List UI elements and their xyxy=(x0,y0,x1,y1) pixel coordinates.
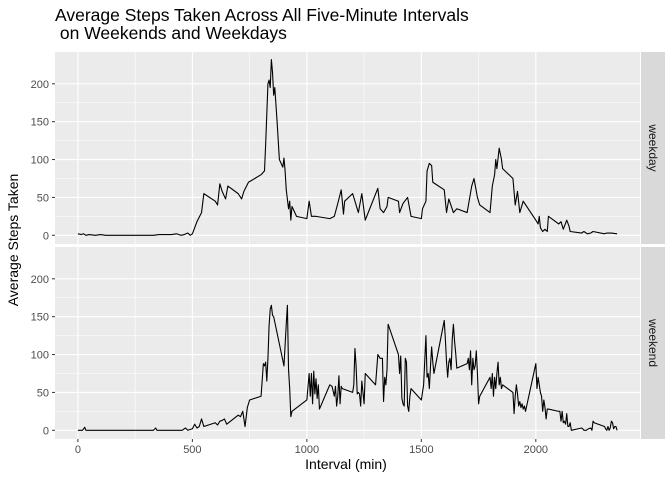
y-tick-label: 100 xyxy=(31,155,49,167)
y-axis-title: Average Steps Taken xyxy=(5,174,21,307)
facet-panel-weekend: 0 50 100 150 200 weekend xyxy=(31,247,665,439)
facet-panels: 0 50 100 150 200 weekday 0 50 100 150 200 weekend xyxy=(31,52,665,439)
y-tick-label: 100 xyxy=(31,350,49,362)
series-line-weekday xyxy=(77,59,618,236)
series-line-weekend xyxy=(77,304,618,431)
y-tick-label: 150 xyxy=(31,312,49,324)
y-tick-label: 0 xyxy=(43,425,49,437)
facet-strip-label: weekend xyxy=(646,318,660,367)
x-tick-label: 1500 xyxy=(409,444,433,456)
y-tick-label: 200 xyxy=(31,79,49,91)
panel-background xyxy=(55,52,640,244)
x-axis-title: Interval (min) xyxy=(305,456,387,472)
x-axis: 0 500 1000 1500 2000 xyxy=(75,439,548,456)
y-tick-label: 150 xyxy=(31,117,49,129)
facet-strip xyxy=(641,247,665,439)
facet-panel-weekday: 0 50 100 150 200 weekday xyxy=(31,52,665,244)
y-tick-label: 50 xyxy=(37,387,49,399)
x-tick-label: 0 xyxy=(75,444,81,456)
x-tick-label: 500 xyxy=(183,444,201,456)
facet-strip-label: weekday xyxy=(646,123,660,171)
chart-title-line-2: on Weekends and Weekdays xyxy=(55,23,287,43)
y-tick-label: 0 xyxy=(43,230,49,242)
x-tick-label: 2000 xyxy=(524,444,548,456)
x-tick-label: 1000 xyxy=(295,444,319,456)
y-tick-label: 50 xyxy=(37,192,49,204)
chart-title-line-1: Average Steps Taken Across All Five-Minu… xyxy=(55,5,469,25)
facet-strip xyxy=(641,52,665,244)
y-tick-label: 200 xyxy=(31,274,49,286)
